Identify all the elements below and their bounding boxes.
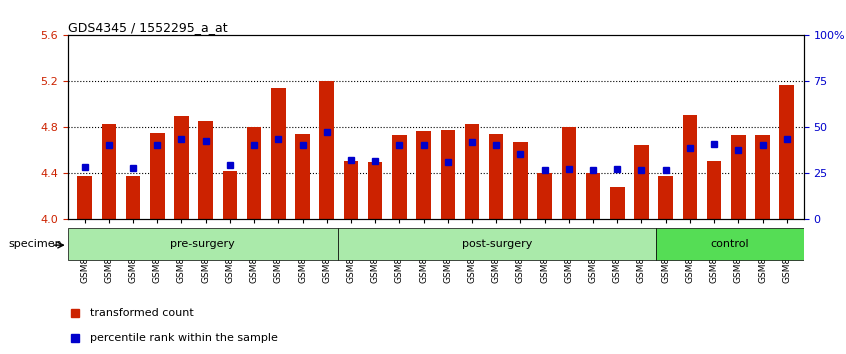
Bar: [199, 120, 213, 219]
Text: percentile rank within the sample: percentile rank within the sample: [90, 333, 277, 343]
Bar: [271, 88, 286, 219]
Bar: [441, 130, 455, 219]
Bar: [416, 131, 431, 219]
Bar: [150, 133, 164, 219]
Text: pre-surgery: pre-surgery: [170, 239, 235, 249]
Bar: [514, 142, 528, 219]
Text: GDS4345 / 1552295_a_at: GDS4345 / 1552295_a_at: [68, 21, 228, 34]
Bar: [343, 161, 358, 219]
Bar: [585, 173, 601, 219]
Bar: [634, 145, 649, 219]
Bar: [295, 134, 310, 219]
Bar: [562, 127, 576, 219]
Bar: [779, 85, 794, 219]
Bar: [610, 187, 624, 219]
Bar: [392, 136, 407, 219]
FancyBboxPatch shape: [68, 228, 338, 260]
Bar: [707, 161, 722, 219]
Bar: [102, 124, 116, 219]
Bar: [222, 171, 237, 219]
FancyBboxPatch shape: [338, 228, 656, 260]
Text: control: control: [711, 239, 750, 249]
Bar: [683, 115, 697, 219]
Bar: [489, 134, 503, 219]
Text: transformed count: transformed count: [90, 308, 194, 318]
Bar: [77, 176, 92, 219]
Bar: [658, 176, 673, 219]
Bar: [537, 173, 552, 219]
Bar: [755, 136, 770, 219]
Bar: [174, 116, 189, 219]
Bar: [247, 127, 261, 219]
Bar: [368, 162, 382, 219]
Bar: [126, 176, 140, 219]
Bar: [731, 136, 745, 219]
Text: post-surgery: post-surgery: [462, 239, 532, 249]
Text: specimen: specimen: [8, 239, 63, 249]
FancyBboxPatch shape: [656, 228, 804, 260]
Bar: [464, 124, 480, 219]
Bar: [320, 81, 334, 219]
